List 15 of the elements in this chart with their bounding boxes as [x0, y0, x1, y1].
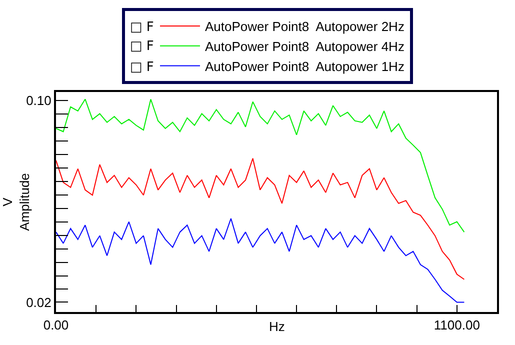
- text: □ F: [130, 20, 154, 35]
- legend-label: AutoPower Point8 Autopower 1Hz: [205, 58, 404, 74]
- text: □ F: [130, 60, 154, 75]
- x-tick-label: 1100.00: [434, 318, 480, 333]
- y-tick-label: 0.10: [26, 93, 52, 108]
- line-series: [56, 98, 465, 233]
- x-axis-title: Hz: [269, 319, 285, 334]
- text: □ F: [130, 39, 154, 54]
- x-tick-label: 0.00: [43, 318, 69, 333]
- legend-label: AutoPower Point8 Autopower 4Hz: [205, 38, 404, 54]
- y-tick-label: 0.02: [26, 294, 52, 310]
- legend-label: AutoPower Point8 Autopower 2Hz: [205, 19, 404, 34]
- y-axis-title: V Amplitude: [0, 173, 32, 231]
- line-series: [56, 158, 465, 280]
- line-series: [56, 218, 465, 303]
